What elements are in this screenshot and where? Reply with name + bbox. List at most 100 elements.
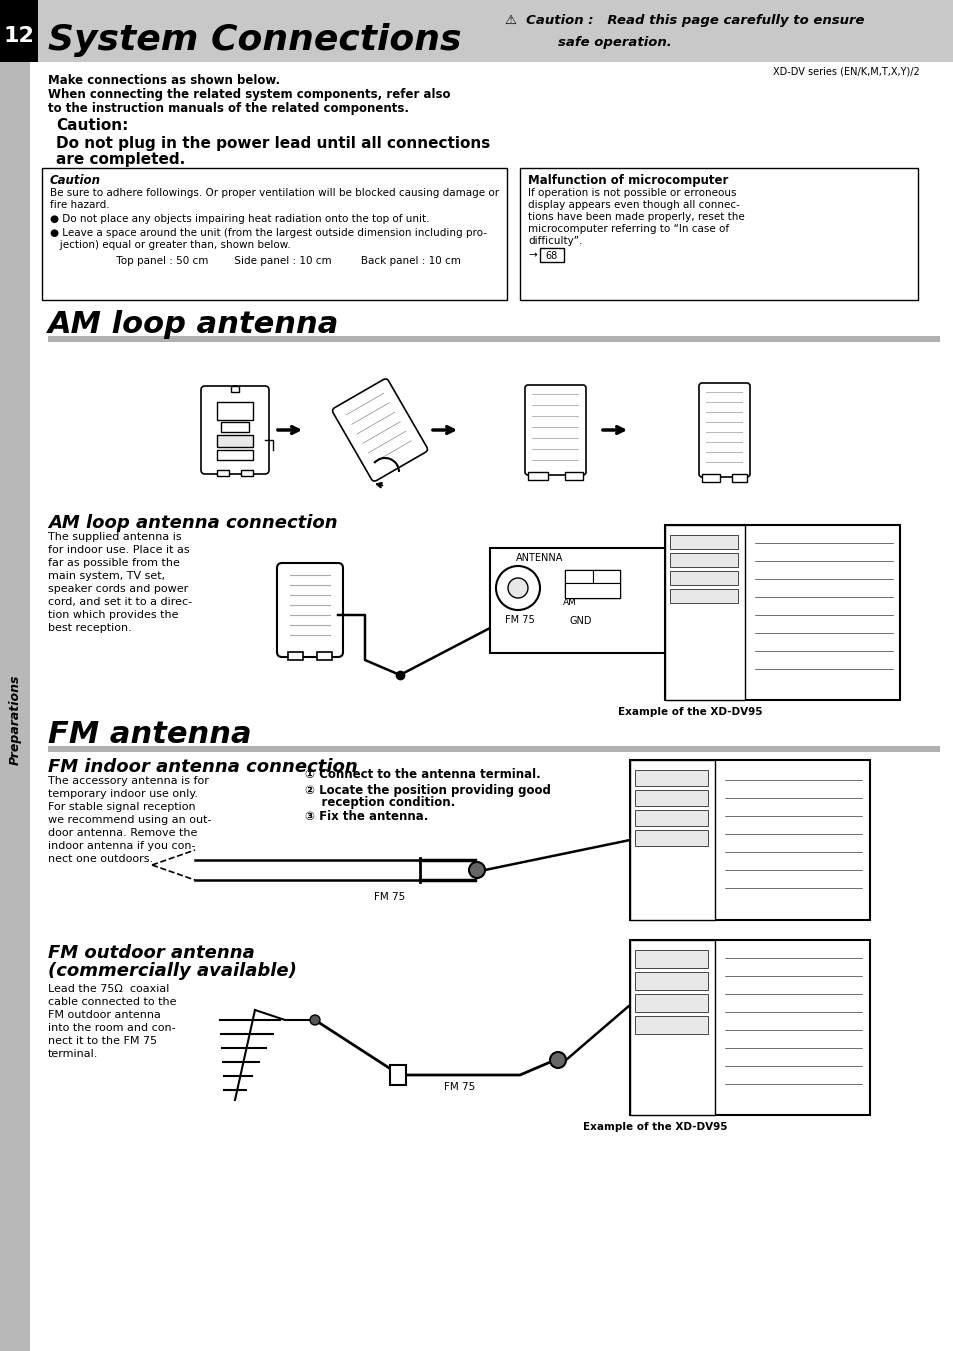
Text: FM 75: FM 75	[504, 615, 535, 626]
Text: temporary indoor use only.: temporary indoor use only.	[48, 789, 198, 798]
Text: ● Do not place any objects impairing heat radiation onto the top of unit.: ● Do not place any objects impairing hea…	[50, 213, 429, 224]
Text: cable connected to the: cable connected to the	[48, 997, 176, 1006]
Text: 68: 68	[545, 251, 558, 261]
Text: ① Connect to the antenna terminal.: ① Connect to the antenna terminal.	[305, 767, 540, 781]
Text: best reception.: best reception.	[48, 623, 132, 634]
Text: microcomputer referring to “In case of: microcomputer referring to “In case of	[527, 224, 728, 234]
Text: jection) equal or greater than, shown below.: jection) equal or greater than, shown be…	[50, 240, 291, 250]
Text: FM 75: FM 75	[444, 1082, 476, 1092]
Bar	[635, 790, 707, 807]
Bar	[635, 830, 707, 846]
Text: Caution: Caution	[50, 174, 101, 186]
Text: cord, and set it to a direc-: cord, and set it to a direc-	[48, 597, 192, 607]
Bar	[629, 761, 714, 920]
Bar	[731, 474, 746, 482]
Circle shape	[550, 1052, 565, 1069]
Bar	[564, 471, 582, 480]
Text: If operation is not possible or erroneous: If operation is not possible or erroneou…	[527, 188, 736, 199]
Text: Example of the XD-DV95: Example of the XD-DV95	[618, 707, 761, 717]
Bar	[0, 62, 30, 1351]
Text: nect one outdoors.: nect one outdoors.	[48, 854, 153, 865]
Bar	[635, 971, 707, 990]
Text: ANTENNA: ANTENNA	[516, 553, 563, 563]
Text: terminal.: terminal.	[48, 1048, 98, 1059]
Bar	[42, 168, 506, 300]
Bar	[390, 1065, 406, 1085]
Bar	[664, 526, 899, 700]
Text: far as possible from the: far as possible from the	[48, 558, 180, 567]
Bar	[48, 746, 939, 753]
Bar	[216, 450, 253, 459]
Bar	[519, 168, 917, 300]
Text: FM outdoor antenna: FM outdoor antenna	[48, 1011, 161, 1020]
Bar	[629, 940, 869, 1115]
Bar	[221, 422, 249, 432]
Text: FM antenna: FM antenna	[48, 720, 252, 748]
Text: Top panel : 50 cm        Side panel : 10 cm         Back panel : 10 cm: Top panel : 50 cm Side panel : 10 cm Bac…	[87, 255, 460, 266]
Bar	[231, 386, 239, 392]
Circle shape	[507, 578, 527, 598]
Bar	[629, 761, 869, 920]
Text: Do not plug in the power lead until all connections: Do not plug in the power lead until all …	[56, 136, 490, 151]
Bar	[288, 653, 303, 661]
Text: door antenna. Remove the: door antenna. Remove the	[48, 828, 197, 838]
Text: to the instruction manuals of the related components.: to the instruction manuals of the relate…	[48, 101, 409, 115]
Bar	[564, 570, 593, 584]
Bar	[635, 950, 707, 969]
Circle shape	[310, 1015, 319, 1025]
FancyBboxPatch shape	[699, 382, 749, 477]
FancyArrow shape	[362, 422, 400, 443]
Text: Caution:: Caution:	[56, 118, 129, 132]
Bar	[0, 0, 38, 62]
Text: When connecting the related system components, refer also: When connecting the related system compo…	[48, 88, 450, 101]
Text: AM loop antenna connection: AM loop antenna connection	[48, 513, 337, 532]
Circle shape	[469, 862, 484, 878]
Bar	[635, 994, 707, 1012]
Text: tions have been made properly, reset the: tions have been made properly, reset the	[527, 212, 744, 222]
Bar	[593, 570, 619, 584]
Bar	[635, 811, 707, 825]
FancyArrow shape	[368, 431, 406, 453]
FancyArrow shape	[373, 440, 411, 462]
Text: Lead the 75Ω  coaxial: Lead the 75Ω coaxial	[48, 984, 170, 994]
Text: (commercially available): (commercially available)	[48, 962, 296, 979]
Text: →: →	[527, 250, 537, 259]
Text: XD-DV series (EN/K,M,T,X,Y)/2: XD-DV series (EN/K,M,T,X,Y)/2	[773, 68, 919, 77]
Text: fire hazard.: fire hazard.	[50, 200, 110, 209]
Text: display appears even though all connec-: display appears even though all connec-	[527, 200, 740, 209]
Bar	[564, 584, 619, 598]
Bar	[669, 571, 738, 585]
FancyArrow shape	[346, 393, 384, 415]
Text: FM 75: FM 75	[374, 892, 405, 902]
Bar	[669, 553, 738, 567]
FancyBboxPatch shape	[201, 386, 269, 474]
Text: The supplied antenna is: The supplied antenna is	[48, 532, 181, 542]
Text: safe operation.: safe operation.	[558, 36, 671, 49]
Text: nect it to the FM 75: nect it to the FM 75	[48, 1036, 157, 1046]
Bar	[241, 470, 253, 476]
Text: main system, TV set,: main system, TV set,	[48, 571, 165, 581]
Text: ⚠  Caution :   Read this page carefully to ensure: ⚠ Caution : Read this page carefully to …	[504, 14, 863, 27]
FancyArrow shape	[356, 412, 395, 434]
Text: are completed.: are completed.	[56, 153, 185, 168]
Text: for indoor use. Place it as: for indoor use. Place it as	[48, 544, 190, 555]
Text: indoor antenna if you con-: indoor antenna if you con-	[48, 842, 195, 851]
Text: The accessory antenna is for: The accessory antenna is for	[48, 775, 209, 786]
Bar	[564, 570, 619, 598]
Text: into the room and con-: into the room and con-	[48, 1023, 175, 1034]
Text: difficulty”.: difficulty”.	[527, 236, 581, 246]
Text: System Connections: System Connections	[48, 23, 461, 57]
FancyBboxPatch shape	[524, 385, 585, 476]
Text: GND: GND	[569, 616, 592, 626]
FancyArrow shape	[351, 403, 389, 424]
Text: FM indoor antenna connection: FM indoor antenna connection	[48, 758, 357, 775]
Text: ● Leave a space around the unit (from the largest outside dimension including pr: ● Leave a space around the unit (from th…	[50, 228, 486, 238]
Bar	[539, 249, 563, 262]
Bar	[701, 474, 720, 482]
Text: Example of the XD-DV95: Example of the XD-DV95	[582, 1121, 726, 1132]
Text: FM outdoor antenna: FM outdoor antenna	[48, 944, 254, 962]
Text: AM: AM	[562, 598, 577, 607]
Text: speaker cords and power: speaker cords and power	[48, 584, 188, 594]
Text: we recommend using an out-: we recommend using an out-	[48, 815, 212, 825]
Bar	[48, 336, 939, 342]
